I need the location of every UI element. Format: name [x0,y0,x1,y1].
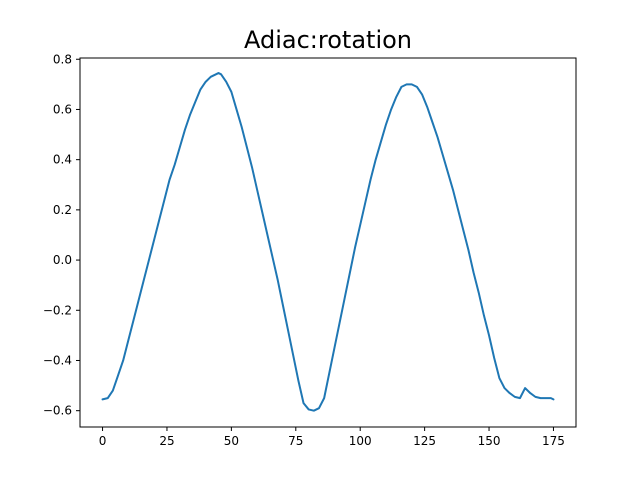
x-tick-label: 100 [349,434,372,448]
x-tick-label: 50 [224,434,239,448]
y-tick-label: −0.4 [43,353,72,367]
y-tick-label: 0.4 [53,153,72,167]
y-axis: −0.6 −0.4 −0.2 0.0 0.2 0.4 0.6 0.8 [43,52,80,418]
x-tick-label: 75 [288,434,303,448]
x-axis: 0 25 50 75 100 125 150 175 [99,427,565,448]
plot-area [79,57,577,428]
x-tick-label: 125 [413,434,436,448]
y-tick-label: 0.2 [53,203,72,217]
axes-frame [79,57,577,428]
series-line [101,72,555,412]
y-tick-label: 0.8 [53,52,72,66]
y-tick-label: 0.0 [53,253,72,267]
y-tick-label: −0.6 [43,404,72,418]
x-tick-label: 0 [99,434,107,448]
x-tick-label: 175 [542,434,565,448]
y-tick-label: 0.6 [53,102,72,116]
y-tick-label: −0.2 [43,303,72,317]
x-tick-label: 150 [478,434,501,448]
chart-title: Adiac:rotation [244,26,412,54]
x-tick-label: 25 [159,434,174,448]
